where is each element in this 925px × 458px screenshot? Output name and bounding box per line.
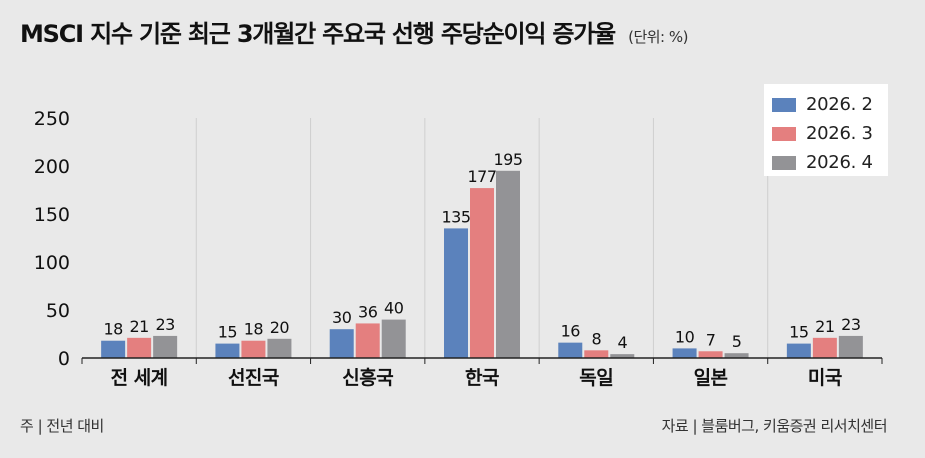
bar — [329, 329, 354, 358]
legend-item-1: 2026. 2 — [772, 90, 888, 119]
bar-value-label: 8 — [591, 329, 601, 348]
y-tick-label: 250 — [34, 108, 70, 130]
legend-swatch-1 — [772, 97, 796, 112]
bar-value-label: 195 — [493, 150, 522, 169]
x-category-label: 미국 — [808, 367, 842, 389]
bar-value-label: 21 — [815, 317, 834, 336]
bar — [153, 335, 178, 358]
bar — [496, 170, 520, 358]
legend: 2026. 2 2026. 3 2026. 4 — [764, 84, 888, 176]
x-category-label: 독일 — [579, 367, 613, 389]
bar-value-label: 15 — [218, 323, 237, 342]
bar — [812, 337, 837, 358]
legend-label-2: 2026. 3 — [806, 123, 873, 144]
bar — [127, 337, 152, 358]
footer-note: 주 | 전년 대비 — [20, 417, 104, 435]
legend-swatch-3 — [772, 155, 796, 170]
title-row: MSCI 지수 기준 최근 3개월간 주요국 선행 주당순이익 증가율 (단위:… — [20, 14, 688, 49]
bar — [786, 343, 811, 358]
bar-value-label: 7 — [706, 330, 716, 349]
x-category-label: 한국 — [465, 367, 499, 389]
bar — [672, 348, 697, 358]
legend-swatch-2 — [772, 126, 796, 141]
bar-value-label: 30 — [332, 308, 352, 327]
bar — [355, 323, 380, 358]
bar-value-label: 16 — [561, 322, 581, 341]
bar — [838, 335, 863, 358]
unit-label: (단위: %) — [628, 28, 688, 46]
legend-item-3: 2026. 4 — [772, 148, 888, 177]
bar — [215, 343, 240, 358]
bar — [698, 351, 723, 358]
bar — [381, 319, 406, 358]
bar-value-label: 40 — [384, 299, 404, 318]
bar — [101, 340, 126, 358]
bar-value-label: 18 — [244, 320, 264, 339]
bar — [444, 228, 468, 358]
bar-value-label: 5 — [732, 332, 742, 351]
x-category-label: 선진국 — [228, 367, 279, 389]
bar-value-label: 177 — [467, 167, 496, 186]
legend-label-3: 2026. 4 — [806, 152, 873, 173]
bar-value-label: 135 — [441, 207, 470, 226]
bar-value-label: 21 — [129, 317, 148, 336]
bar — [584, 350, 609, 358]
bar-value-label: 23 — [155, 315, 174, 334]
x-category-label: 신흥국 — [342, 366, 393, 389]
bar — [267, 338, 292, 358]
x-category-label: 전 세계 — [111, 367, 168, 389]
bar-value-label: 15 — [789, 323, 808, 342]
chart-title: MSCI 지수 기준 최근 3개월간 주요국 선행 주당순이익 증가율 — [20, 20, 616, 48]
bar-value-label: 10 — [675, 327, 695, 346]
x-category-label: 일본 — [694, 367, 728, 389]
bar-value-label: 20 — [270, 318, 290, 337]
bar-value-label: 18 — [103, 320, 123, 339]
bar-value-label: 36 — [358, 302, 378, 321]
legend-item-2: 2026. 3 — [772, 119, 888, 148]
y-tick-label: 150 — [34, 204, 70, 226]
legend-label-1: 2026. 2 — [806, 94, 873, 115]
y-tick-label: 200 — [34, 156, 70, 178]
bar — [558, 342, 583, 358]
bar — [610, 354, 635, 358]
bar-value-label: 4 — [617, 333, 627, 352]
y-tick-label: 0 — [58, 348, 70, 370]
footer-source: 자료 | 블룸버그, 키움증권 리서치센터 — [661, 417, 888, 435]
bar-value-label: 23 — [841, 315, 860, 334]
y-tick-label: 50 — [46, 300, 70, 322]
bar — [470, 188, 494, 358]
bar — [241, 340, 266, 358]
bar — [724, 353, 749, 358]
y-tick-label: 100 — [34, 252, 70, 274]
